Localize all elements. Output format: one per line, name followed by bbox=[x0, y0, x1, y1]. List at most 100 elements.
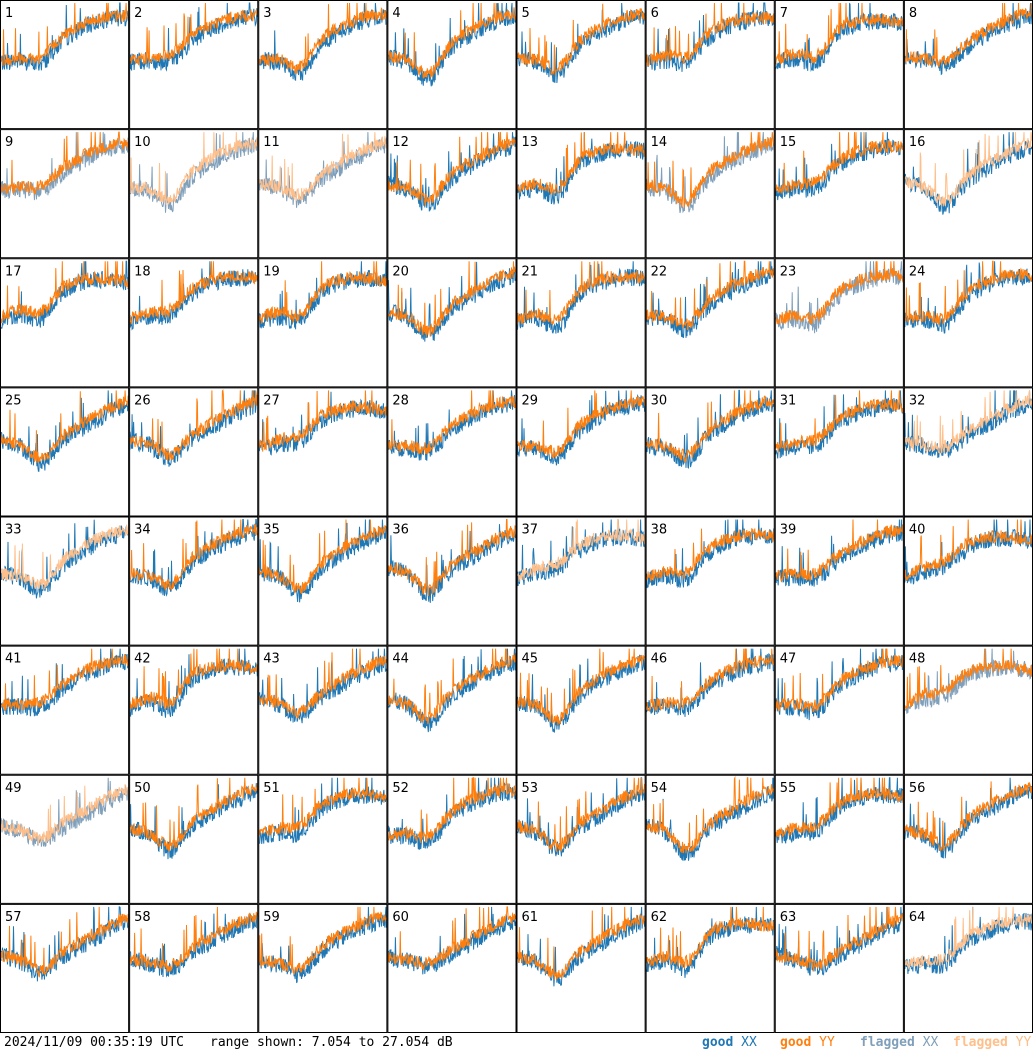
tile-label: 32 bbox=[909, 393, 926, 408]
tile-label: 1 bbox=[5, 6, 13, 21]
tile-8: 8 bbox=[903, 0, 1033, 130]
tile-border bbox=[0, 129, 130, 259]
tile-label: 22 bbox=[651, 264, 668, 279]
series-yy-line bbox=[0, 390, 129, 463]
tile-border bbox=[387, 0, 517, 130]
tile-7: 7 bbox=[774, 0, 904, 130]
tile-label: 37 bbox=[522, 523, 539, 538]
legend-flagged-xx: flagged XX bbox=[860, 1035, 938, 1051]
tile-28: 28 bbox=[387, 387, 517, 517]
tile-border bbox=[774, 258, 904, 388]
tile-label: 60 bbox=[392, 910, 409, 925]
series-yy-line bbox=[517, 906, 646, 980]
tile-1: 1 bbox=[0, 0, 130, 130]
series-xx-line bbox=[387, 648, 516, 733]
tile-12: 12 bbox=[387, 129, 517, 259]
tile-label: 25 bbox=[5, 393, 22, 408]
tile-label: 56 bbox=[909, 781, 926, 796]
series-yy-line bbox=[517, 132, 646, 195]
tile-45: 45 bbox=[516, 645, 646, 775]
tile-label: 8 bbox=[909, 6, 917, 21]
tile-border bbox=[387, 258, 517, 388]
tile-label: 10 bbox=[134, 135, 151, 150]
series-yy-line bbox=[0, 784, 129, 845]
series-xx-line bbox=[258, 391, 387, 456]
legend-good-xx-word: good bbox=[702, 1035, 734, 1050]
series-yy-line bbox=[387, 519, 516, 597]
tile-border bbox=[258, 387, 388, 517]
series-yy-line bbox=[646, 906, 775, 969]
tile-label: 49 bbox=[5, 781, 22, 796]
tile-24: 24 bbox=[903, 258, 1033, 388]
series-yy-line bbox=[517, 648, 646, 726]
tile-border bbox=[774, 774, 904, 904]
tile-46: 46 bbox=[645, 645, 775, 775]
tile-60: 60 bbox=[387, 903, 517, 1033]
series-yy-line bbox=[0, 2, 129, 66]
tile-58: 58 bbox=[129, 903, 259, 1033]
series-yy-line bbox=[129, 906, 258, 973]
tile-label: 44 bbox=[392, 652, 409, 667]
series-yy-line bbox=[904, 2, 1033, 68]
tile-border bbox=[516, 129, 646, 259]
tile-border bbox=[129, 129, 259, 259]
tile-51: 51 bbox=[258, 774, 388, 904]
tile-label: 43 bbox=[263, 652, 280, 667]
tile-label: 52 bbox=[392, 781, 409, 796]
tile-39: 39 bbox=[774, 516, 904, 646]
tile-border bbox=[645, 387, 775, 517]
tile-label: 31 bbox=[780, 393, 797, 408]
tile-label: 21 bbox=[522, 264, 539, 279]
series-yy-line bbox=[129, 777, 258, 852]
series-yy-line bbox=[646, 132, 775, 208]
tile-label: 51 bbox=[263, 781, 280, 796]
tile-19: 19 bbox=[258, 258, 388, 388]
tile-border bbox=[258, 516, 388, 646]
series-xx-line bbox=[646, 2, 775, 72]
tile-6: 6 bbox=[645, 0, 775, 130]
tile-border bbox=[645, 0, 775, 130]
tile-border bbox=[0, 387, 130, 517]
series-xx-line bbox=[258, 906, 387, 984]
series-yy-line bbox=[258, 132, 387, 202]
tile-border bbox=[387, 387, 517, 517]
tile-64: 64 bbox=[903, 903, 1033, 1033]
tile-label: 11 bbox=[263, 135, 280, 150]
series-yy-line bbox=[646, 648, 775, 712]
tile-15: 15 bbox=[774, 129, 904, 259]
tile-border bbox=[774, 129, 904, 259]
tile-label: 9 bbox=[5, 135, 13, 150]
tile-border bbox=[258, 258, 388, 388]
tile-32: 32 bbox=[903, 387, 1033, 517]
tile-49: 49 bbox=[0, 774, 130, 904]
tile-11: 11 bbox=[258, 129, 388, 259]
series-yy-line bbox=[387, 777, 516, 843]
tile-border bbox=[129, 258, 259, 388]
tile-37: 37 bbox=[516, 516, 646, 646]
series-yy-line bbox=[517, 519, 646, 582]
footer-bar: 2024/11/09 00:35:19 UTC range shown: 7.0… bbox=[0, 1033, 1033, 1053]
tile-label: 63 bbox=[780, 910, 797, 925]
tile-40: 40 bbox=[903, 516, 1033, 646]
series-yy-line bbox=[517, 777, 646, 853]
tile-27: 27 bbox=[258, 387, 388, 517]
series-yy-line bbox=[129, 2, 258, 66]
series-yy-line bbox=[0, 524, 129, 590]
tile-label: 3 bbox=[263, 6, 271, 21]
tile-label: 59 bbox=[263, 910, 280, 925]
series-yy-line bbox=[517, 3, 646, 76]
tile-border bbox=[0, 645, 130, 775]
tile-54: 54 bbox=[645, 774, 775, 904]
tile-border bbox=[129, 645, 259, 775]
tile-border bbox=[258, 903, 388, 1033]
tile-border bbox=[516, 774, 646, 904]
tile-59: 59 bbox=[258, 903, 388, 1033]
legend-flagged-yy-word: flagged bbox=[953, 1035, 1008, 1050]
tile-label: 38 bbox=[651, 523, 668, 538]
tile-border bbox=[258, 774, 388, 904]
series-yy-line bbox=[904, 781, 1033, 852]
series-yy-line bbox=[904, 906, 1033, 971]
series-yy-line bbox=[129, 261, 258, 325]
series-yy-line bbox=[0, 261, 129, 324]
tile-55: 55 bbox=[774, 774, 904, 904]
